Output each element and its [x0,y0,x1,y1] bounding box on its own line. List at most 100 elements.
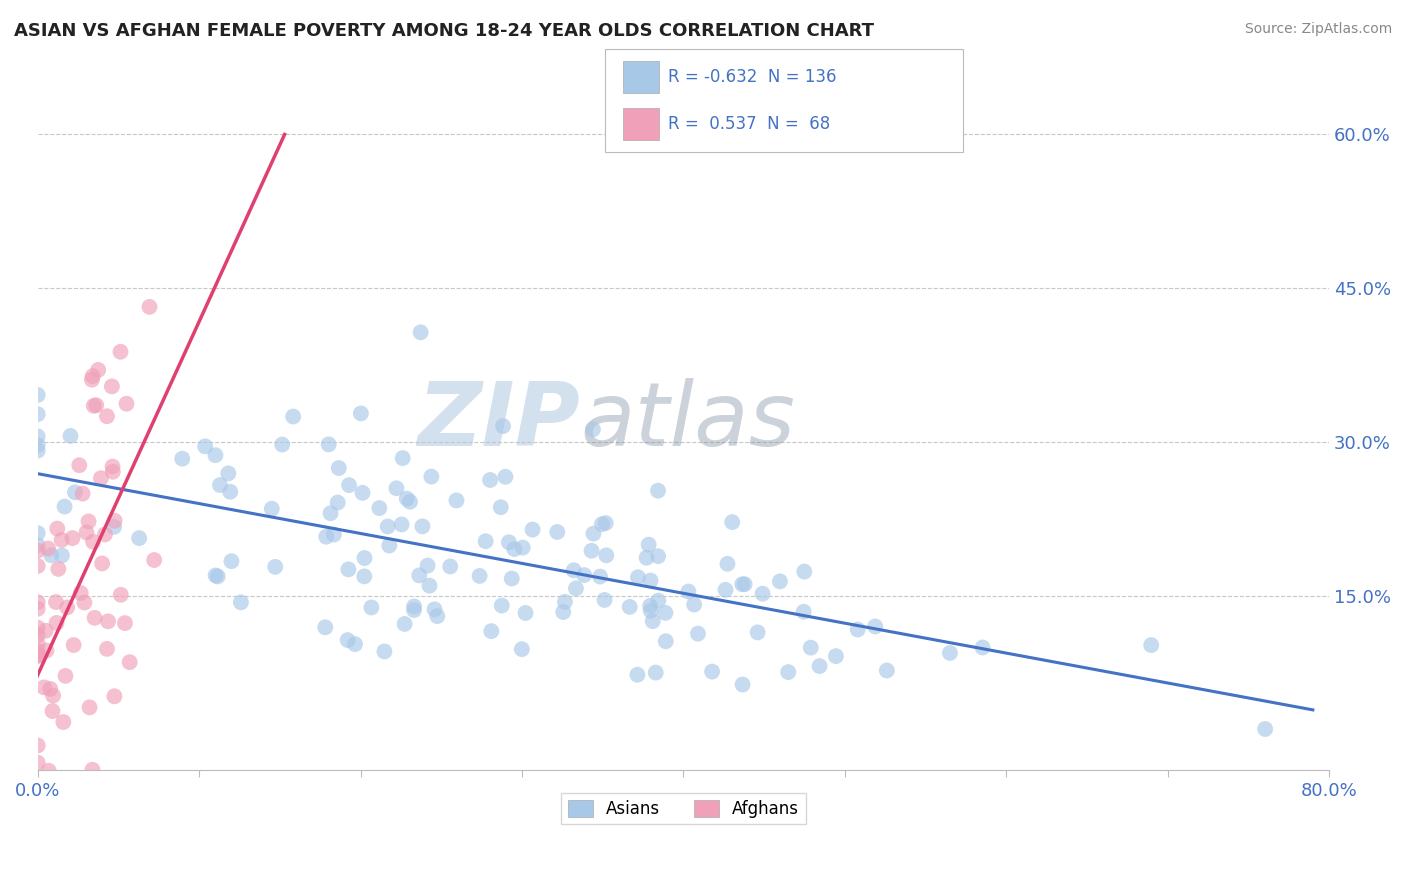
Point [219,484,242,499]
Point [204,568,226,582]
Point [27,822,49,837]
Point [27,628,49,642]
Point [326,495,349,509]
Point [27,621,49,635]
Point [420,469,443,483]
Point [751,587,773,601]
Point [39,548,62,562]
Point [53,500,76,514]
Point [103,690,125,704]
Point [378,539,401,553]
Point [172,451,194,466]
Point [82,534,104,549]
Point [411,519,433,533]
Point [637,538,659,552]
Point [110,588,132,602]
Point [494,469,516,483]
Point [595,549,617,563]
Point [72,486,94,500]
Point [51,549,73,563]
Point [498,535,520,549]
Point [747,625,769,640]
Point [56,600,79,615]
Point [204,448,226,462]
Point [32,681,55,695]
Point [328,461,350,475]
Point [97,615,120,629]
Point [627,570,650,584]
Point [27,538,49,552]
Point [62,531,84,545]
Point [793,565,815,579]
Point [27,429,49,443]
Point [1254,722,1277,736]
Point [491,599,513,613]
Point [115,397,138,411]
Point [27,543,49,558]
Point [27,636,49,650]
Point [619,599,641,614]
Point [808,659,831,673]
Point [52,714,75,729]
Point [27,649,49,664]
Point [474,534,496,549]
Point [385,481,408,495]
Point [716,557,738,571]
Point [271,437,294,451]
Point [344,637,367,651]
Point [503,542,526,557]
Point [408,568,430,582]
Point [59,429,82,443]
Point [336,633,359,648]
Point [27,558,49,573]
Point [700,665,723,679]
Point [76,525,98,540]
Point [37,541,59,556]
Point [395,491,418,506]
Point [391,517,413,532]
Text: R =  0.537  N =  68: R = 0.537 N = 68 [668,115,830,133]
Point [27,438,49,452]
Point [143,553,166,567]
Point [128,531,150,545]
Point [572,568,595,582]
Point [318,437,340,451]
Point [101,379,124,393]
Point [96,641,118,656]
Point [721,515,744,529]
Point [368,501,391,516]
Text: ASIAN VS AFGHAN FEMALE POVERTY AMONG 18-24 YEAR OLDS CORRELATION CHART: ASIAN VS AFGHAN FEMALE POVERTY AMONG 18-… [14,22,875,40]
Point [595,516,617,530]
Point [45,615,67,630]
Point [373,644,395,658]
Point [96,409,118,424]
Point [626,667,648,681]
Point [394,617,416,632]
Point [281,409,304,424]
Point [846,623,869,637]
Point [194,439,217,453]
Point [82,763,104,777]
Point [260,501,283,516]
Point [426,609,449,624]
Point [446,493,468,508]
Point [27,756,49,770]
Point [863,619,886,633]
Point [44,791,66,805]
Point [27,407,49,421]
Point [79,700,101,714]
Point [589,569,612,583]
Point [479,624,502,639]
Point [110,344,132,359]
Point [731,577,754,591]
Point [404,599,426,614]
Point [793,605,815,619]
Point [510,642,533,657]
Point [27,526,49,541]
Point [734,577,756,591]
Point [582,526,605,541]
Point [418,579,440,593]
Point [501,572,523,586]
Point [337,478,360,492]
Text: ZIP: ZIP [418,378,581,465]
